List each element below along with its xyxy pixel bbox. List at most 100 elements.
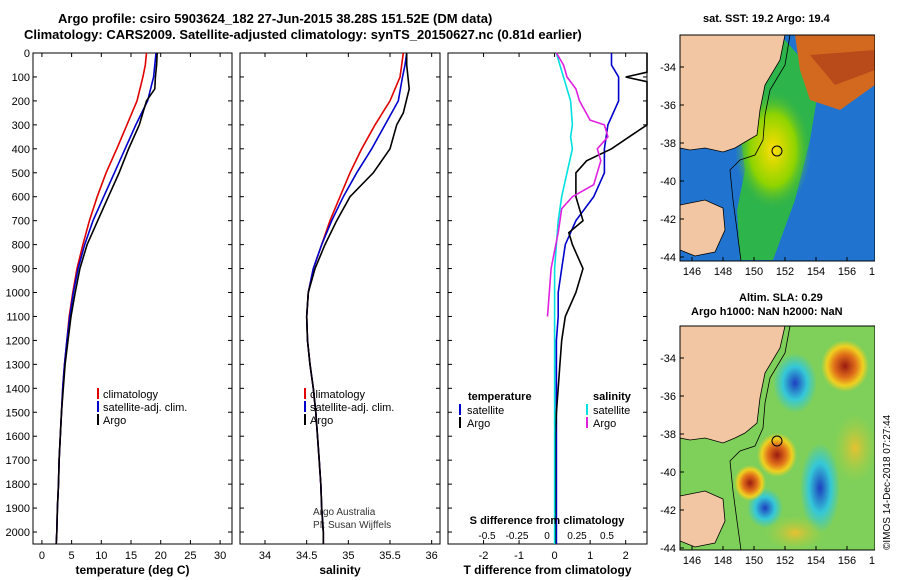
temperature-xtick-label: 25 <box>184 550 196 562</box>
sst-land-australia <box>679 34 786 153</box>
diff-legend-s-label: Argo <box>593 418 616 430</box>
map-lat-tick-label: -34 <box>660 353 676 365</box>
sla-land-australia <box>679 325 786 444</box>
diff-salinity-tick-label: -0.25 <box>506 531 529 542</box>
map-lat-tick-label: -38 <box>660 429 676 441</box>
diff-legend-s-swatch <box>586 404 588 415</box>
map-lon-tick-label: 148 <box>714 555 732 567</box>
credit-annotation: Argo Australia <box>313 507 376 518</box>
salinity-xtick-label: 35.5 <box>379 550 400 562</box>
map-lon-tick-label: 156 <box>838 555 856 567</box>
map-lon-tick-label: 146 <box>683 555 701 567</box>
temperature-legend-label: satellite-adj. clim. <box>103 402 187 414</box>
depth-tick-label: 1800 <box>6 479 30 491</box>
diff-legend-s-label: satellite <box>593 405 630 417</box>
temperature-legend-label: Argo <box>103 415 126 427</box>
map-lat-tick-label: -34 <box>660 62 676 74</box>
diff-legend-s-swatch <box>586 417 588 428</box>
diff-salinity-tick-label: 0.5 <box>600 531 614 542</box>
map-lon-tick-label: 154 <box>807 555 825 567</box>
temperature-xtick-label: 30 <box>214 550 226 562</box>
map-lat-tick-label: -36 <box>660 100 676 112</box>
temperature-plot-frame <box>32 52 233 545</box>
map-lat-tick-label: -36 <box>660 391 676 403</box>
depth-tick-label: 1700 <box>6 455 30 467</box>
temperature-legend-swatch <box>97 388 99 399</box>
sla-land-tasmania <box>679 490 726 548</box>
map-lon-tick-label: 152 <box>776 555 794 567</box>
map-lon-tick-label: 158 <box>869 266 875 278</box>
sla-map-title-1: Altim. SLA: 0.29 <box>739 292 823 304</box>
diff-salinity-tick-label: -0.5 <box>478 531 496 542</box>
temperature-xtick-label: 10 <box>95 550 107 562</box>
depth-tick-label: 400 <box>12 144 30 156</box>
depth-tick-label: 1200 <box>6 335 30 347</box>
temperature-legend-label: climatology <box>103 389 159 401</box>
depth-tick-label: 1100 <box>6 311 30 323</box>
diff-legend-t-swatch <box>459 417 461 428</box>
depth-tick-label: 700 <box>12 216 30 228</box>
sst-contour <box>729 34 791 262</box>
depth-tick-label: 500 <box>12 168 30 180</box>
salinity-xtick-label: 36 <box>426 550 438 562</box>
depth-tick-label: 100 <box>12 72 30 84</box>
salinity-legend-swatch <box>304 388 306 399</box>
depth-tick-label: 1300 <box>6 359 30 371</box>
copyright-stamp: ©IMOS 14-Dec-2018 07:27:44 <box>882 414 893 550</box>
profile-charts: 0100200300400500600700800900100011001200… <box>6 48 648 577</box>
difference-xlabel: T difference from climatology <box>463 563 631 577</box>
difference-series-s-satellite <box>553 52 574 544</box>
credit-annotation: PI: Susan Wijffels <box>313 520 391 531</box>
map-lon-tick-label: 152 <box>776 266 794 278</box>
difference-xtick-label: 2 <box>623 550 629 562</box>
diff-legend-t-label: satellite <box>467 405 504 417</box>
map-lon-tick-label: 150 <box>745 266 763 278</box>
sla-contour <box>729 325 791 551</box>
diff-legend-salinity-title: salinity <box>593 391 632 403</box>
sla-profile-marker <box>771 435 783 447</box>
temperature-xtick-label: 0 <box>39 550 45 562</box>
temperature-xtick-label: 20 <box>155 550 167 562</box>
map-lat-tick-label: -42 <box>660 505 676 517</box>
salinity-series-argo <box>305 53 411 544</box>
map-lat-tick-label: -40 <box>660 176 676 188</box>
depth-tick-label: 300 <box>12 120 30 132</box>
diff-inner-xlabel: S difference from climatology <box>470 515 626 527</box>
depth-tick-label: 1400 <box>6 383 30 395</box>
salinity-xlabel: salinity <box>319 563 361 577</box>
diff-salinity-tick-label: 0 <box>544 531 550 542</box>
depth-tick-label: 1900 <box>6 503 30 515</box>
depth-tick-label: 0 <box>24 48 30 60</box>
map-lat-tick-label: -40 <box>660 467 676 479</box>
sla-map-title-2: Argo h1000: NaN h2000: NaN <box>691 306 843 318</box>
difference-xtick-label: 0 <box>552 550 558 562</box>
difference-plot-frame <box>447 52 648 545</box>
depth-tick-label: 800 <box>12 240 30 252</box>
map-lon-tick-label: 148 <box>714 266 732 278</box>
depth-tick-label: 2000 <box>6 527 30 539</box>
temperature-xlabel: temperature (deg C) <box>75 563 189 577</box>
depth-tick-label: 1000 <box>6 288 30 300</box>
map-lon-tick-label: 150 <box>745 555 763 567</box>
temperature-legend-swatch <box>97 414 99 425</box>
map-lat-tick-label: -44 <box>660 252 676 264</box>
difference-xtick-label: -2 <box>479 550 489 562</box>
difference-series-t-satellite <box>555 53 620 544</box>
diff-salinity-tick-label: 0.25 <box>567 531 587 542</box>
diff-legend-t-swatch <box>459 404 461 415</box>
salinity-legend-swatch <box>304 401 306 412</box>
sst-land-tasmania <box>679 199 726 257</box>
map-lon-tick-label: 156 <box>838 266 856 278</box>
sst-map-title: sat. SST: 19.2 Argo: 19.4 <box>703 13 830 25</box>
salinity-xtick-label: 35 <box>342 550 354 562</box>
map-lat-tick-label: -42 <box>660 214 676 226</box>
sst-profile-marker <box>771 145 783 157</box>
figure-title-line1: Argo profile: csiro 5903624_182 27-Jun-2… <box>58 11 493 26</box>
sla-map: 146 148 150 152 154 156 158 -34 -36 -38 -40 -42 -44 <box>660 325 875 567</box>
temperature-xtick-label: 15 <box>125 550 137 562</box>
temperature-xtick-label: 5 <box>69 550 75 562</box>
depth-tick-label: 1600 <box>6 431 30 443</box>
difference-xtick-label: -1 <box>514 550 524 562</box>
sst-map: 146 148 150 152 154 156 158 -34 -36 -38 -40 -42 -44 <box>660 34 875 278</box>
temperature-series-argo <box>55 52 158 545</box>
